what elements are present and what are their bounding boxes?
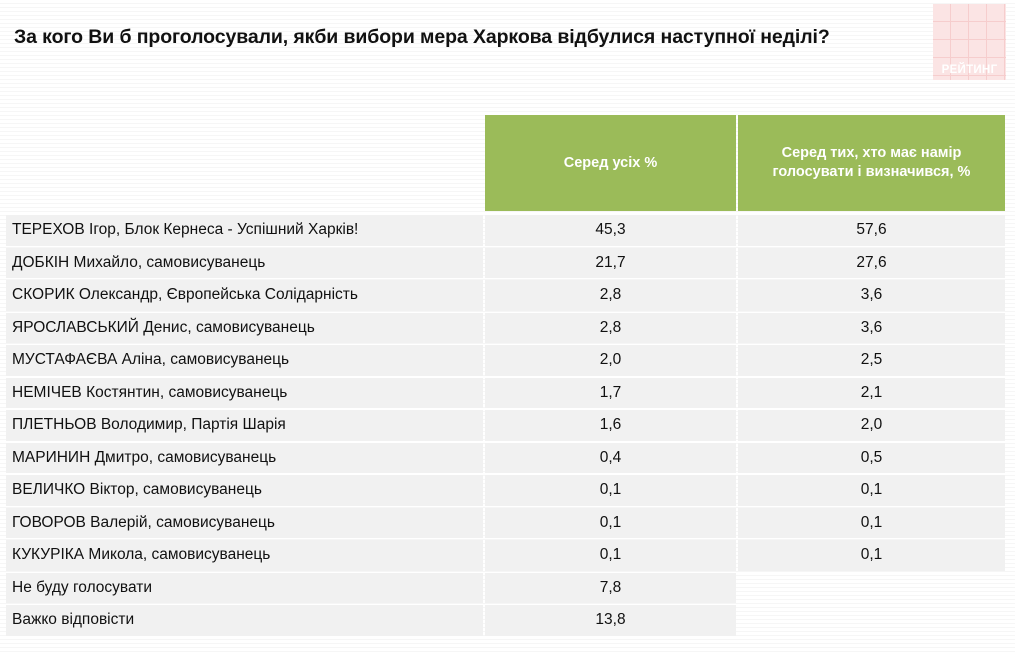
candidate-name-cell: СКОРИК Олександр, Європейська Солідарніс… xyxy=(6,280,483,311)
value-decided-cell: 2,1 xyxy=(738,377,1005,408)
rating-logo-text: РЕЙТИНГ xyxy=(941,64,998,76)
value-decided-cell: 2,0 xyxy=(738,410,1005,441)
page-title: За кого Ви б проголосували, якби вибори … xyxy=(14,26,830,48)
value-decided-cell xyxy=(738,573,1005,604)
table-row: Не буду голосувати 7,8 xyxy=(6,572,1005,604)
table-row: ПЛЕТНЬОВ Володимир, Партія Шарія 1,6 2,0 xyxy=(6,410,1005,441)
value-all-cell: 1,6 xyxy=(485,410,736,441)
table-row: МАРИНИН Дмитро, самовисуванець 0,4 0,5 xyxy=(6,442,1005,473)
value-all-cell: 0,1 xyxy=(485,507,736,538)
value-all-cell: 0,1 xyxy=(485,540,736,571)
table-row: СКОРИК Олександр, Європейська Солідарніс… xyxy=(6,280,1005,311)
candidate-name-cell: МУСТАФАЄВА Аліна, самовисуванець xyxy=(6,345,483,376)
rating-logo: РЕЙТИНГ xyxy=(933,4,1006,80)
table-row: МУСТАФАЄВА Аліна, самовисуванець 2,0 2,5 xyxy=(6,345,1005,376)
value-decided-cell: 0,5 xyxy=(738,442,1005,473)
value-decided-cell: 57,6 xyxy=(738,215,1005,246)
value-all-cell: 2,8 xyxy=(485,280,736,311)
table-row: ВЕЛИЧКО Віктор, самовисуванець 0,1 0,1 xyxy=(6,475,1005,506)
table-row: КУКУРІКА Микола, самовисуванець 0,1 0,1 xyxy=(6,540,1005,571)
value-decided-cell: 3,6 xyxy=(738,280,1005,311)
candidate-name-cell: ПЛЕТНЬОВ Володимир, Партія Шарія xyxy=(6,410,483,441)
table-row: ЯРОСЛАВСЬКИЙ Денис, самовисуванець 2,8 3,6 xyxy=(6,312,1005,343)
candidate-name-cell: ГОВОРОВ Валерій, самовисуванець xyxy=(6,507,483,538)
table-row: Важко відповісти 13,8 xyxy=(6,605,1005,636)
value-decided-cell: 2,5 xyxy=(738,345,1005,376)
value-all-cell: 13,8 xyxy=(485,605,736,636)
table-row: НЕМІЧЕВ Костянтин, самовисуванець 1,7 2,1 xyxy=(6,377,1005,408)
column-header-decided: Серед тих, хто має намір голосувати і ви… xyxy=(738,115,1005,211)
table-row: ТЕРЕХОВ Ігор, Блок Кернеса - Успішний Ха… xyxy=(6,215,1005,246)
column-header-all: Серед усіх % xyxy=(485,115,736,211)
candidate-name-cell: ВЕЛИЧКО Віктор, самовисуванець xyxy=(6,475,483,506)
value-decided-cell: 27,6 xyxy=(738,247,1005,278)
value-all-cell: 7,8 xyxy=(485,572,736,603)
candidate-name-cell: Важко відповісти xyxy=(6,605,483,636)
value-decided-cell: 3,6 xyxy=(738,312,1005,343)
candidate-name-cell: КУКУРІКА Микола, самовисуванець xyxy=(6,540,483,571)
value-all-cell: 1,7 xyxy=(485,377,736,408)
candidate-name-cell: Не буду голосувати xyxy=(6,572,483,603)
candidate-name-cell: НЕМІЧЕВ Костянтин, самовисуванець xyxy=(6,377,483,408)
candidate-name-cell: ТЕРЕХОВ Ігор, Блок Кернеса - Успішний Ха… xyxy=(6,215,483,246)
value-decided-cell: 0,1 xyxy=(738,540,1005,571)
value-decided-cell: 0,1 xyxy=(738,507,1005,538)
value-all-cell: 2,0 xyxy=(485,345,736,376)
value-all-cell: 0,4 xyxy=(485,442,736,473)
candidate-name-cell: МАРИНИН Дмитро, самовисуванець xyxy=(6,442,483,473)
candidate-name-cell: ЯРОСЛАВСЬКИЙ Денис, самовисуванець xyxy=(6,312,483,343)
table-row: ГОВОРОВ Валерій, самовисуванець 0,1 0,1 xyxy=(6,507,1005,538)
results-table: ТЕРЕХОВ Ігор, Блок Кернеса - Успішний Ха… xyxy=(6,215,1005,638)
value-decided-cell: 0,1 xyxy=(738,475,1005,506)
value-decided-cell xyxy=(738,605,1005,636)
table-row: ДОБКІН Михайло, самовисуванець 21,7 27,6 xyxy=(6,247,1005,278)
value-all-cell: 45,3 xyxy=(485,215,736,246)
candidate-name-cell: ДОБКІН Михайло, самовисуванець xyxy=(6,247,483,278)
value-all-cell: 21,7 xyxy=(485,247,736,278)
value-all-cell: 0,1 xyxy=(485,475,736,506)
value-all-cell: 2,8 xyxy=(485,312,736,343)
